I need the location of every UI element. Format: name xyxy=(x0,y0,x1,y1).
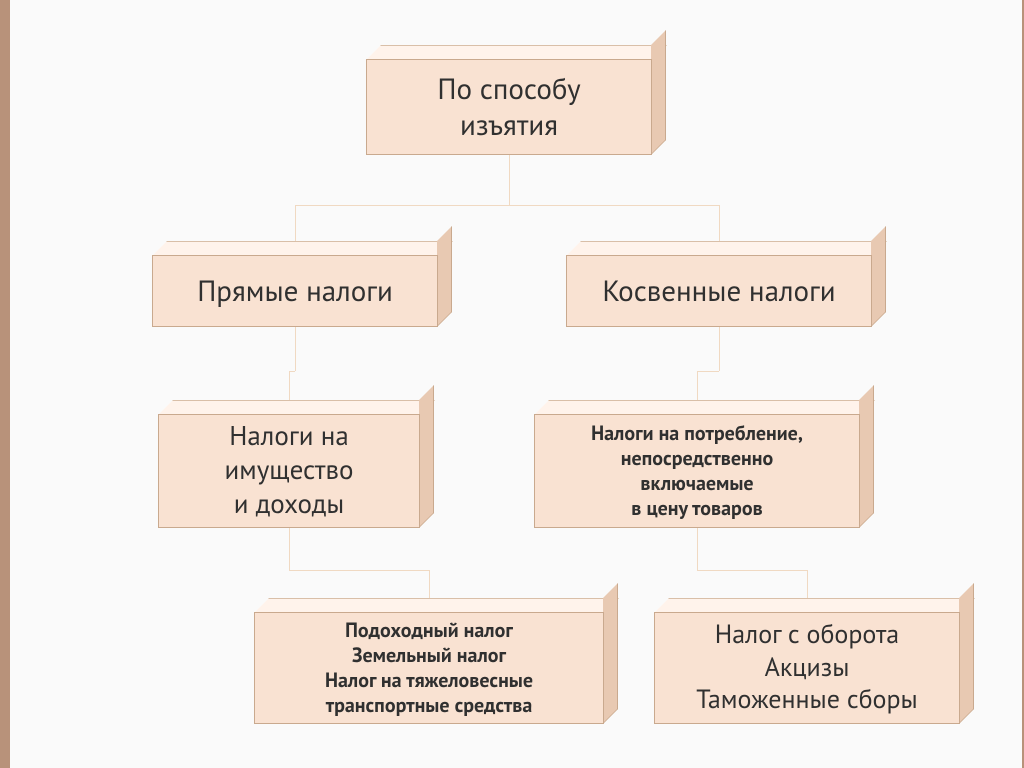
node-left1: Прямые налоги xyxy=(152,241,438,327)
node-label: Налог с оборотаАкцизыТаможенные сборы xyxy=(654,612,960,724)
edge xyxy=(509,155,510,205)
node-right2: Налоги на потребление,непосредственновкл… xyxy=(534,400,860,528)
edge xyxy=(289,528,290,570)
node-right1: Косвенные налоги xyxy=(566,241,872,327)
node-right3: Налог с оборотаАкцизыТаможенные сборы xyxy=(654,598,960,724)
node-label: Подоходный налогЗемельный налогНалог на … xyxy=(254,612,604,724)
node-left2: Налоги наимуществои доходы xyxy=(158,400,420,528)
edge xyxy=(697,570,807,571)
edge xyxy=(697,528,698,570)
edge xyxy=(697,371,719,372)
node-label: Косвенные налоги xyxy=(566,255,872,327)
node-root: По способуизъятия xyxy=(366,45,652,155)
node-label: Прямые налоги xyxy=(152,255,438,327)
node-label: Налоги наимуществои доходы xyxy=(158,414,420,528)
edge xyxy=(295,327,296,371)
node-label: Налоги на потребление,непосредственновкл… xyxy=(534,414,860,528)
node-left3: Подоходный налогЗемельный налогНалог на … xyxy=(254,598,604,724)
edge xyxy=(295,205,509,206)
node-label: По способуизъятия xyxy=(366,59,652,155)
edge xyxy=(509,205,719,206)
edge xyxy=(719,327,720,371)
edge xyxy=(289,570,429,571)
